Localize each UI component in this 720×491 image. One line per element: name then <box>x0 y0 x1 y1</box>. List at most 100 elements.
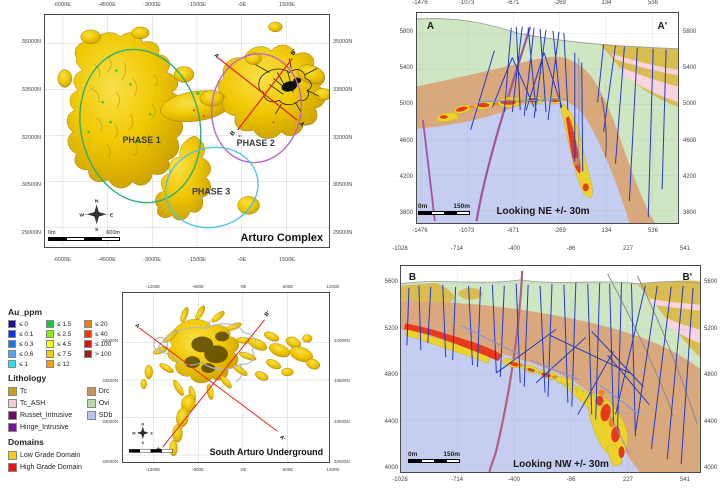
axis-tick-label: 5400 <box>683 65 697 72</box>
section-b-x-axis-bottom: -1028 -714 -400 -86 227 541 <box>386 477 699 483</box>
axis-tick-label: 32500N <box>334 458 350 464</box>
compass-w: W <box>79 212 84 218</box>
legend-item: ≤ 100 <box>83 339 120 349</box>
legend-swatch <box>45 350 54 358</box>
section-b-canvas: B B' <box>401 266 700 472</box>
scalebar-bar <box>48 237 120 241</box>
legend-swatch <box>83 340 92 348</box>
legend-label: ≤ 0.6 <box>19 350 34 358</box>
legend-item: Hinge_Intrusive <box>8 421 80 433</box>
scalebar-labels: 0m 150m <box>418 203 470 210</box>
axis-tick-label: 4000 <box>384 465 398 471</box>
compass-n: N <box>95 198 99 204</box>
axis-tick-label: -400 <box>507 246 520 252</box>
axis-tick-label: -1200E <box>145 467 161 472</box>
axis-tick-label: 30500N <box>21 182 41 189</box>
axis-tick-label: 536 <box>647 228 658 234</box>
section-a-y-axis-left: 5800 5400 5000 4600 4200 3800 <box>389 29 413 216</box>
axis-tick-label: 33500N <box>102 378 118 384</box>
section-lines <box>138 319 278 448</box>
axis-tick-label: -714 <box>450 246 463 252</box>
axis-tick-label: -1028 <box>392 246 408 252</box>
section-a2-label: A' <box>298 121 307 130</box>
section-b-x-axis-top: -1028 -714 -400 -86 227 541 <box>386 246 699 252</box>
axis-tick-label: 33500N <box>21 86 41 93</box>
axis-tick-label: 4600 <box>683 137 697 144</box>
axis-tick-label: 29000N <box>21 230 41 236</box>
domains-legend: Low Grade Domain High Grade Domain <box>8 449 120 473</box>
axis-tick-label: 4400 <box>704 418 718 425</box>
arturo-map-x-axis-top: -6000E -4500E -3000E -1500E -0E 1500E <box>47 2 302 8</box>
axis-tick-label: -714 <box>450 477 463 483</box>
gold-orebody-shapes <box>140 305 321 457</box>
legend-item: ≤ 1.5 <box>45 319 80 329</box>
axis-tick-label: 1500E <box>279 2 295 8</box>
section-a-label: A <box>133 323 140 330</box>
section-b-panel: B B' <box>400 265 701 473</box>
surface-topography-line <box>401 279 700 285</box>
arturo-map-y-axis-left: 35000N 33500N 32000N 30500N 29000N <box>3 39 41 236</box>
axis-tick-label: 1200E <box>326 284 340 289</box>
section-line-labels: A A' B B' <box>212 48 306 137</box>
legend-label: Russet_Intrusive <box>20 411 73 419</box>
underground-map-title: South Arturo Underground <box>210 447 323 457</box>
legend-item: ≤ 0 <box>8 319 42 329</box>
axis-tick-label: 5000 <box>399 101 413 108</box>
compass-s: S <box>142 441 145 445</box>
section-a-start-label: A <box>427 21 434 32</box>
phase1-label: PHASE 1 <box>122 135 160 145</box>
axis-tick-label: -0E <box>239 467 247 472</box>
section-a-scalebar: 0m 150m <box>418 203 470 215</box>
axis-tick-label: -6000E <box>53 257 71 263</box>
drillhole-traces-light <box>460 324 640 455</box>
section-b2-label: B' <box>264 310 272 318</box>
legend-label: ≤ 0.3 <box>19 340 34 348</box>
axis-tick-label: 33500N <box>333 86 353 93</box>
scalebar-labels: 0m 150m <box>408 451 460 458</box>
axis-tick-label: -6000E <box>53 2 71 8</box>
legend-label: Ovi <box>98 399 110 407</box>
axis-tick-label: 34000N <box>334 338 350 343</box>
legend-item: ≤ 0.6 <box>8 349 42 359</box>
legend-label: Drc <box>98 387 110 395</box>
legend-swatch <box>8 422 17 432</box>
axis-tick-label: -1500E <box>188 257 206 263</box>
axis-tick-label: -0E <box>237 2 247 8</box>
axis-tick-label: 1500E <box>279 257 295 263</box>
section-b-y-axis-left: 5600 5200 4800 4400 4000 <box>374 279 398 471</box>
underground-map-x-axis-bottom: -1200E -600E -0E 600E 1200E <box>140 467 346 472</box>
axis-tick-label: -1476 <box>412 228 428 234</box>
arturo-map-canvas: A A' B B' PHASE 1 PHASE 2 PHASE 3 N S W … <box>45 15 329 247</box>
grade-specks-green <box>87 69 200 144</box>
scalebar-bar <box>408 459 460 463</box>
axis-tick-label: 4200 <box>683 173 697 180</box>
axis-tick-label: 5600 <box>704 279 718 285</box>
legend-label: ≤ 4.5 <box>56 340 72 348</box>
legend-swatch <box>86 386 96 396</box>
axis-tick-label: 134 <box>601 228 612 234</box>
legend-swatch <box>8 462 17 472</box>
legend-swatch <box>45 360 54 368</box>
axis-tick-label: 5200 <box>704 325 718 332</box>
underground-map-canvas: A A' B B' N S W E South Arturo Undergrou… <box>123 293 329 462</box>
compass-rose: N S W E <box>79 198 113 233</box>
legend-label: ≤ 20 <box>94 320 108 328</box>
section-a-caption: Looking NE +/- 30m <box>496 206 590 217</box>
compass-e: E <box>110 212 114 218</box>
axis-tick-label: 5400 <box>399 65 413 72</box>
underground-scalebar <box>128 448 173 453</box>
axis-tick-label: -269 <box>553 0 566 6</box>
axis-tick-label: 4800 <box>384 372 398 378</box>
fault-lines <box>422 26 607 222</box>
legend-label: Tc_ASH <box>20 399 46 407</box>
legend-item: Tc <box>8 385 80 397</box>
legend-swatch <box>8 360 16 368</box>
unit-tc-ash-band2 <box>665 317 700 344</box>
arturo-complex-map-panel: A A' B B' PHASE 1 PHASE 2 PHASE 3 N S W … <box>44 14 330 248</box>
legend-label: ≤ 0 <box>19 320 28 328</box>
legend-swatch <box>83 350 92 358</box>
compass-w: W <box>132 431 136 435</box>
axis-tick-label: 34000N <box>102 338 118 343</box>
legend-item: > 100 <box>83 349 120 359</box>
